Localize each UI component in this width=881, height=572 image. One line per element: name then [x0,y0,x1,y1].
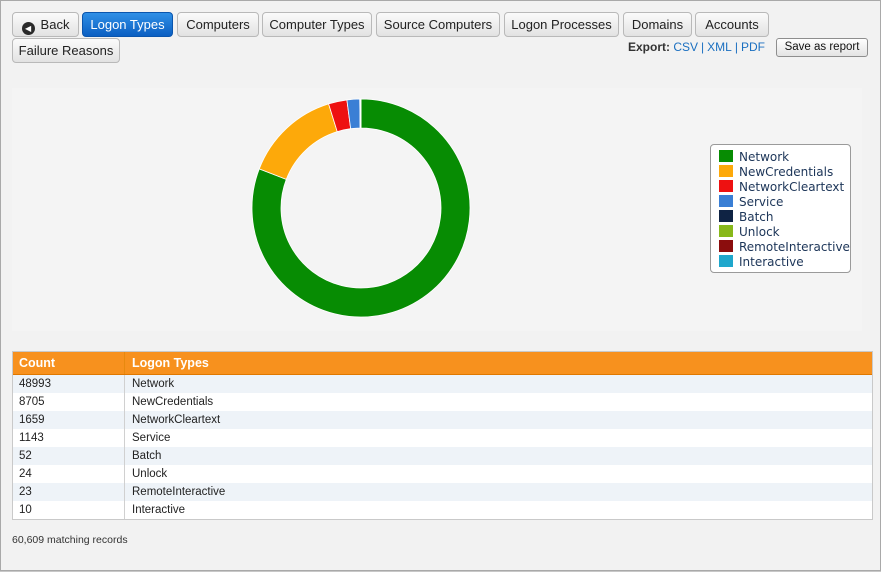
tab-computer-types[interactable]: Computer Types [262,12,372,37]
export-label: Export: [628,40,670,54]
logon-type-cell: NewCredentials [126,393,213,411]
export-xml-link[interactable]: XML [707,40,732,54]
export-csv-link[interactable]: CSV [673,40,698,54]
tab-source-computers[interactable]: Source Computers [376,12,500,37]
count-cell: 24 [13,465,125,483]
legend-entry: Network [719,150,789,165]
legend-label: Interactive [739,255,804,269]
count-cell: 10 [13,501,125,519]
legend-swatch [719,225,733,237]
logon-type-cell: RemoteInteractive [126,483,225,501]
matching-records-count: 60,609 matching records [12,534,128,546]
tab-label: Logon Types [90,17,164,32]
legend-swatch [719,180,733,192]
save-as-report-button[interactable]: Save as report [776,38,868,57]
count-cell: 1143 [13,429,125,447]
export-separator: | [701,40,704,54]
legend-swatch [719,165,733,177]
logon-type-cell: Unlock [126,465,167,483]
count-cell: 1659 [13,411,125,429]
legend-label: Service [739,195,783,209]
export-bar: Export: CSV|XML|PDF [628,40,765,54]
tab-label: Computers [186,17,250,32]
tab-failure-reasons[interactable]: Failure Reasons [12,38,120,63]
legend-entry: RemoteInteractive [719,240,850,255]
legend-entry: Batch [719,210,774,225]
export-separator: | [735,40,738,54]
logon-type-cell: Batch [126,447,161,465]
tab-label: Failure Reasons [19,43,114,58]
back-arrow-icon: ◀ [22,22,35,35]
count-cell: 8705 [13,393,125,411]
tab-label: Logon Processes [511,17,611,32]
count-cell: 48993 [13,375,125,393]
legend-label: RemoteInteractive [739,240,850,254]
back-button[interactable]: ◀ Back [12,12,79,37]
column-header-count[interactable]: Count [13,352,125,374]
legend-swatch [719,210,733,222]
legend-label: NetworkCleartext [739,180,844,194]
count-cell: 52 [13,447,125,465]
logon-type-cell: Service [126,429,170,447]
legend-entry: NetworkCleartext [719,180,844,195]
tab-label: Computer Types [269,17,364,32]
tab-accounts[interactable]: Accounts [695,12,769,37]
tab-logon-processes[interactable]: Logon Processes [504,12,619,37]
legend-swatch [719,195,733,207]
tab-label: Domains [632,17,683,32]
legend-swatch [719,240,733,252]
legend-swatch [719,150,733,162]
export-pdf-link[interactable]: PDF [741,40,765,54]
logon-type-cell: Network [126,375,174,393]
tab-domains[interactable]: Domains [623,12,692,37]
count-cell: 23 [13,483,125,501]
legend-entry: Interactive [719,255,804,270]
tab-logon-types[interactable]: Logon Types [82,12,173,37]
column-header-logon-types[interactable]: Logon Types [126,352,209,374]
logon-type-cell: NetworkCleartext [126,411,220,429]
legend-label: NewCredentials [739,165,833,179]
tab-label: Source Computers [384,17,492,32]
logon-type-cell: Interactive [126,501,185,519]
legend-label: Batch [739,210,774,224]
back-button-label: Back [41,17,70,32]
tab-label: Accounts [705,17,758,32]
legend-swatch [719,255,733,267]
legend-entry: Unlock [719,225,780,240]
table-header: Count Logon Types [13,352,872,375]
tab-computers[interactable]: Computers [177,12,259,37]
legend-label: Network [739,150,789,164]
legend-entry: NewCredentials [719,165,833,180]
legend-entry: Service [719,195,783,210]
legend-label: Unlock [739,225,780,239]
